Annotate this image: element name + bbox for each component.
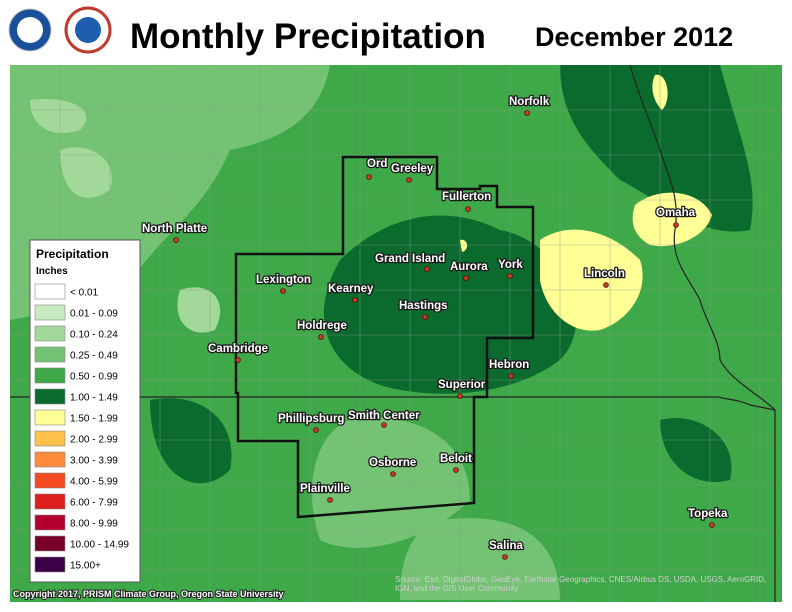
legend-swatch [34, 493, 66, 510]
legend-label: 8.00 - 9.99 [70, 519, 118, 530]
cities: Norfolk Ord Greeley Fullerton North Platte Om… [141, 95, 729, 560]
city-dot [327, 497, 333, 503]
nws-logo-inner [75, 17, 101, 43]
city-label: North Platte [142, 223, 207, 235]
wet-patches [150, 398, 732, 484]
city-label: Ord [367, 158, 387, 170]
city-label: Lincoln [584, 268, 625, 280]
legend-swatch [34, 514, 66, 531]
legend-label: 3.00 - 3.99 [70, 456, 118, 467]
wet-northeast [560, 65, 753, 232]
river-border [629, 64, 776, 411]
city-dot [453, 467, 459, 473]
city-label: Salina [489, 540, 523, 552]
source-box: Source: Esri, DigitalGlobe, GeoEye, Eart… [395, 575, 767, 593]
yellow-lincoln [540, 229, 643, 331]
city-dot [318, 334, 324, 340]
city-dot [173, 237, 179, 243]
legend-swatch [34, 535, 66, 552]
city-label: Superior [438, 379, 486, 391]
city-dot [463, 275, 469, 281]
city-label: Hastings [399, 300, 448, 312]
city-dot [422, 314, 428, 320]
city-label: Hebron [489, 359, 529, 371]
legend-label: 0.50 - 0.99 [70, 372, 118, 383]
city-dot [508, 373, 514, 379]
title: Monthly Precipitation [130, 17, 486, 56]
city-label: Smith Center [348, 410, 420, 422]
date: December 2012 [535, 22, 733, 52]
city-label: Phillipsburg [278, 413, 344, 425]
city-label: Kearney [328, 283, 374, 295]
legend-swatch [34, 430, 66, 447]
city-dot [457, 393, 463, 399]
legend-label: 1.50 - 1.99 [70, 414, 118, 425]
city-dot [366, 174, 372, 180]
copyright: Copyright 2017, PRISM Climate Group, Ore… [13, 589, 284, 599]
city-dot [235, 357, 241, 363]
city-dot [709, 522, 715, 528]
city-label: Cambridge [208, 343, 268, 355]
wet-center [323, 215, 577, 394]
legend-swatch [34, 367, 66, 384]
city-label: York [498, 259, 523, 271]
legend-swatch [34, 283, 66, 300]
legend-swatch [34, 346, 66, 363]
legend-unit: Inches [36, 266, 68, 277]
legend-label: 2.00 - 2.99 [70, 435, 118, 446]
city-label: Topeka [688, 508, 728, 520]
legend-label: 0.25 - 0.49 [70, 351, 118, 362]
city-label: Grand Island [375, 253, 445, 265]
city-dot [313, 427, 319, 433]
city-label: Osborne [369, 457, 416, 469]
city-dot [406, 177, 412, 183]
city-label: Omaha [656, 207, 696, 219]
legend-label: < 0.01 [70, 288, 99, 299]
city-dot [507, 273, 513, 279]
city-dot [465, 206, 471, 212]
city-label: Fullerton [442, 191, 491, 203]
legend-label: 4.00 - 5.99 [70, 477, 118, 488]
legend-swatch [34, 304, 66, 321]
city-dot [424, 266, 430, 272]
legend-label: 6.00 - 7.99 [70, 498, 118, 509]
legend-swatch [34, 388, 66, 405]
city-dot [603, 282, 609, 288]
legend-swatch [34, 409, 66, 426]
legend-label: 0.10 - 0.24 [70, 330, 118, 341]
legend-swatch [34, 451, 66, 468]
city-dot [673, 222, 679, 228]
city-dot [381, 422, 387, 428]
city-label: Aurora [450, 261, 488, 273]
study-area-outline [234, 155, 535, 519]
legend-swatch [34, 472, 66, 489]
yellow-omaha [460, 74, 712, 252]
lighter-area [30, 99, 221, 333]
city-label: Greeley [391, 163, 434, 175]
source: Source: Esri, DigitalGlobe, GeoEye, Eart… [395, 575, 767, 593]
legend-label: 1.00 - 1.49 [70, 393, 118, 404]
city-dot [390, 471, 396, 477]
legend-swatch [34, 556, 66, 573]
state-border [10, 396, 776, 602]
legend-label: 10.00 - 14.99 [70, 540, 129, 551]
city-label: Beloit [440, 453, 472, 465]
city-dot [280, 288, 286, 294]
city-label: Holdrege [297, 320, 347, 332]
legend-swatch [34, 325, 66, 342]
city-dot [524, 110, 530, 116]
legend-label: 0.01 - 0.09 [70, 309, 118, 320]
city-dot [352, 297, 358, 303]
legend-title: Precipitation [36, 247, 109, 261]
city-dot [502, 554, 508, 560]
city-label: Lexington [256, 274, 311, 286]
legend-label: 15.00+ [70, 561, 101, 572]
city-label: Plainville [300, 483, 350, 495]
light-area-south [311, 417, 560, 600]
legend: Precipitation Inches < 0.01 0.01 - 0.09 0.… [29, 239, 141, 583]
city-label: Norfolk [509, 96, 550, 108]
noaa-logo-inner [17, 17, 43, 43]
